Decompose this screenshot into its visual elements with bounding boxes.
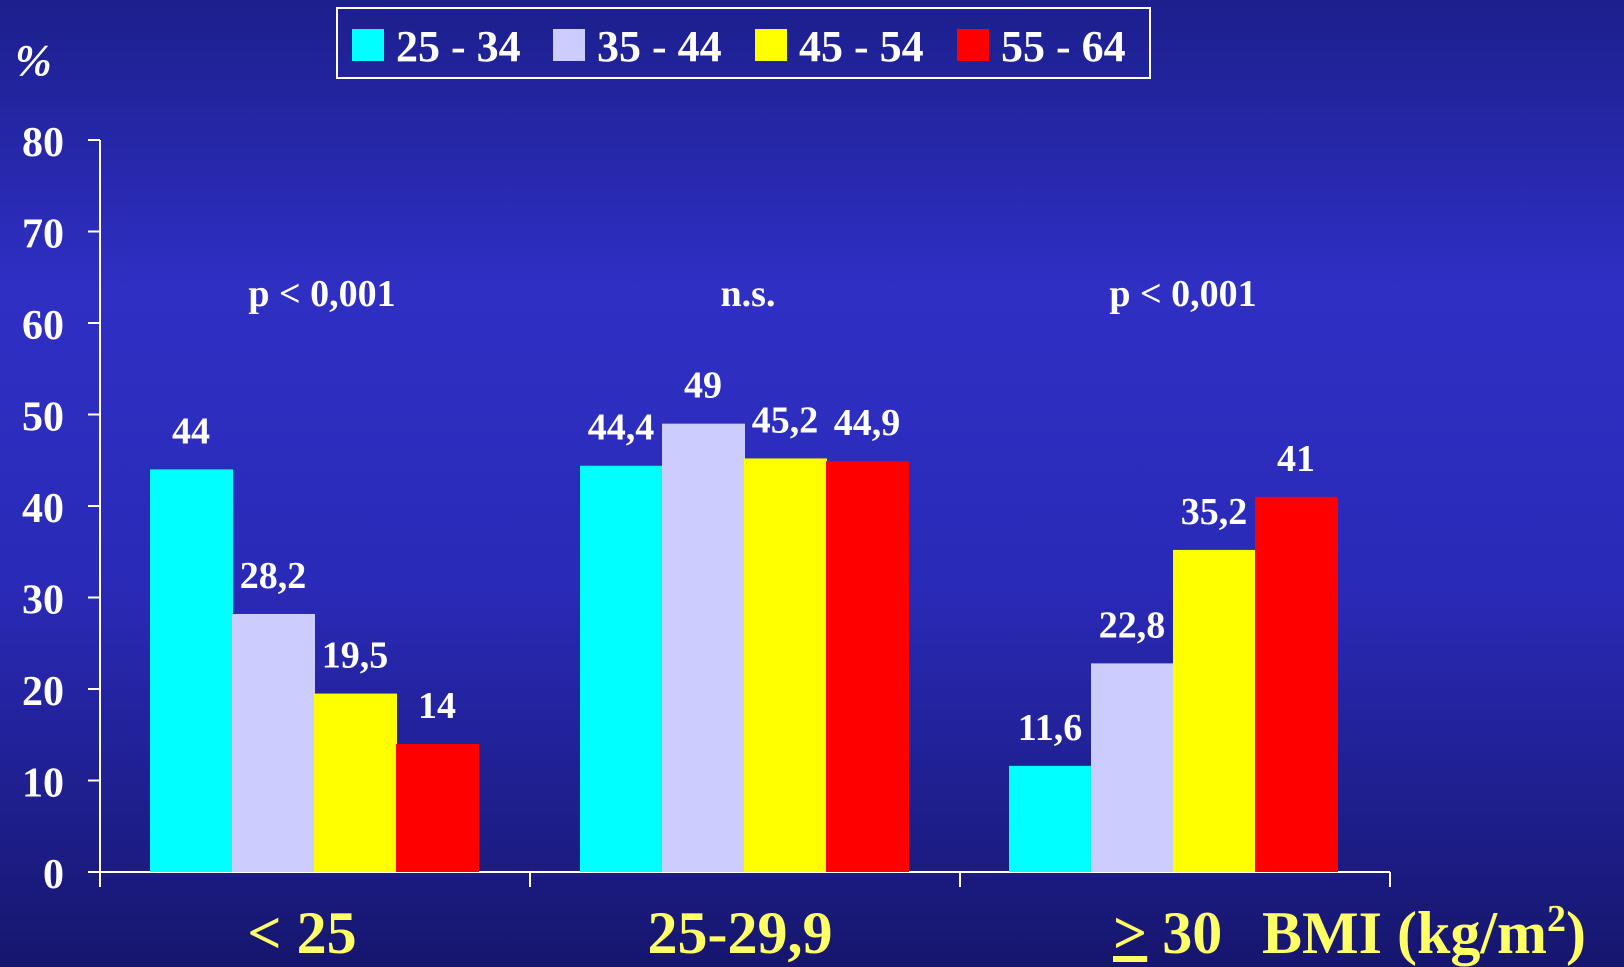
bar xyxy=(150,469,233,872)
y-tick-label: 0 xyxy=(43,852,64,898)
bar-value-label: 19,5 xyxy=(322,635,389,677)
y-tick-label: 30 xyxy=(22,578,64,624)
bar-value-label: 22,8 xyxy=(1099,604,1166,646)
bar xyxy=(1091,663,1174,872)
bar xyxy=(396,743,479,872)
bars xyxy=(150,423,1338,872)
legend-swatch xyxy=(553,29,585,61)
legend-entry: 25 - 34 xyxy=(396,22,521,71)
bar xyxy=(662,423,745,872)
category-label: 25-29,9 xyxy=(648,900,833,966)
legend-entry: 45 - 54 xyxy=(799,22,924,71)
significance-annotation: p < 0,001 xyxy=(1109,273,1256,315)
bar-value-label: 45,2 xyxy=(752,399,819,441)
y-tick-label: 70 xyxy=(22,212,64,258)
y-tick-label: 50 xyxy=(22,395,64,441)
legend-box xyxy=(336,7,1151,79)
bar-value-label: 35,2 xyxy=(1181,491,1248,533)
bar-value-label: 44 xyxy=(172,410,210,452)
bar-value-label: 28,2 xyxy=(240,555,307,597)
bar-value-label: 14 xyxy=(418,685,456,727)
bar xyxy=(232,613,315,872)
bar-value-label: 44,9 xyxy=(834,402,901,444)
legend-entry: 35 - 44 xyxy=(597,22,722,71)
bar-value-label: 44,4 xyxy=(588,407,655,449)
bar xyxy=(1173,549,1256,872)
y-axis-unit-label: % xyxy=(15,36,52,85)
significance-annotation: p < 0,001 xyxy=(248,273,395,315)
data-labels: 44 28,2 19,5 14 44,4 49 45,2 44,9 11,6 22,8 35,2 41 xyxy=(172,365,1315,749)
y-tick-label: 10 xyxy=(22,761,64,807)
legend-swatch xyxy=(352,29,384,61)
category-label: > 30 xyxy=(1113,900,1222,966)
legend-swatch xyxy=(957,29,989,61)
legend: 25 - 34 35 - 44 45 - 54 55 - 64 xyxy=(336,7,1151,79)
x-axis-label: BMI (kg/m2) xyxy=(1262,898,1586,966)
bar xyxy=(580,465,663,872)
y-tick-label: 80 xyxy=(22,120,64,166)
y-tick-label: 20 xyxy=(22,669,64,715)
bar-value-label: 49 xyxy=(684,365,722,407)
bar-value-label: 11,6 xyxy=(1018,707,1082,749)
bar xyxy=(314,693,397,872)
category-label: < 25 xyxy=(247,900,356,966)
legend-entry: 55 - 64 xyxy=(1001,22,1126,71)
bar-value-label: 41 xyxy=(1277,438,1315,480)
annotations: p < 0,001 n.s. p < 0,001 xyxy=(248,273,1256,315)
bar xyxy=(1009,765,1092,872)
significance-annotation: n.s. xyxy=(721,273,776,315)
y-tick-label: 60 xyxy=(22,303,64,349)
x-category-labels: < 25 25-29,9 > 30 BMI (kg/m2) xyxy=(247,898,1586,966)
legend-swatch xyxy=(755,29,787,61)
axes: 0 10 20 30 40 50 60 70 80% xyxy=(15,36,1391,898)
bar xyxy=(1255,496,1338,872)
bar xyxy=(744,458,827,872)
y-tick-label: 40 xyxy=(22,486,64,532)
bar xyxy=(826,461,909,872)
